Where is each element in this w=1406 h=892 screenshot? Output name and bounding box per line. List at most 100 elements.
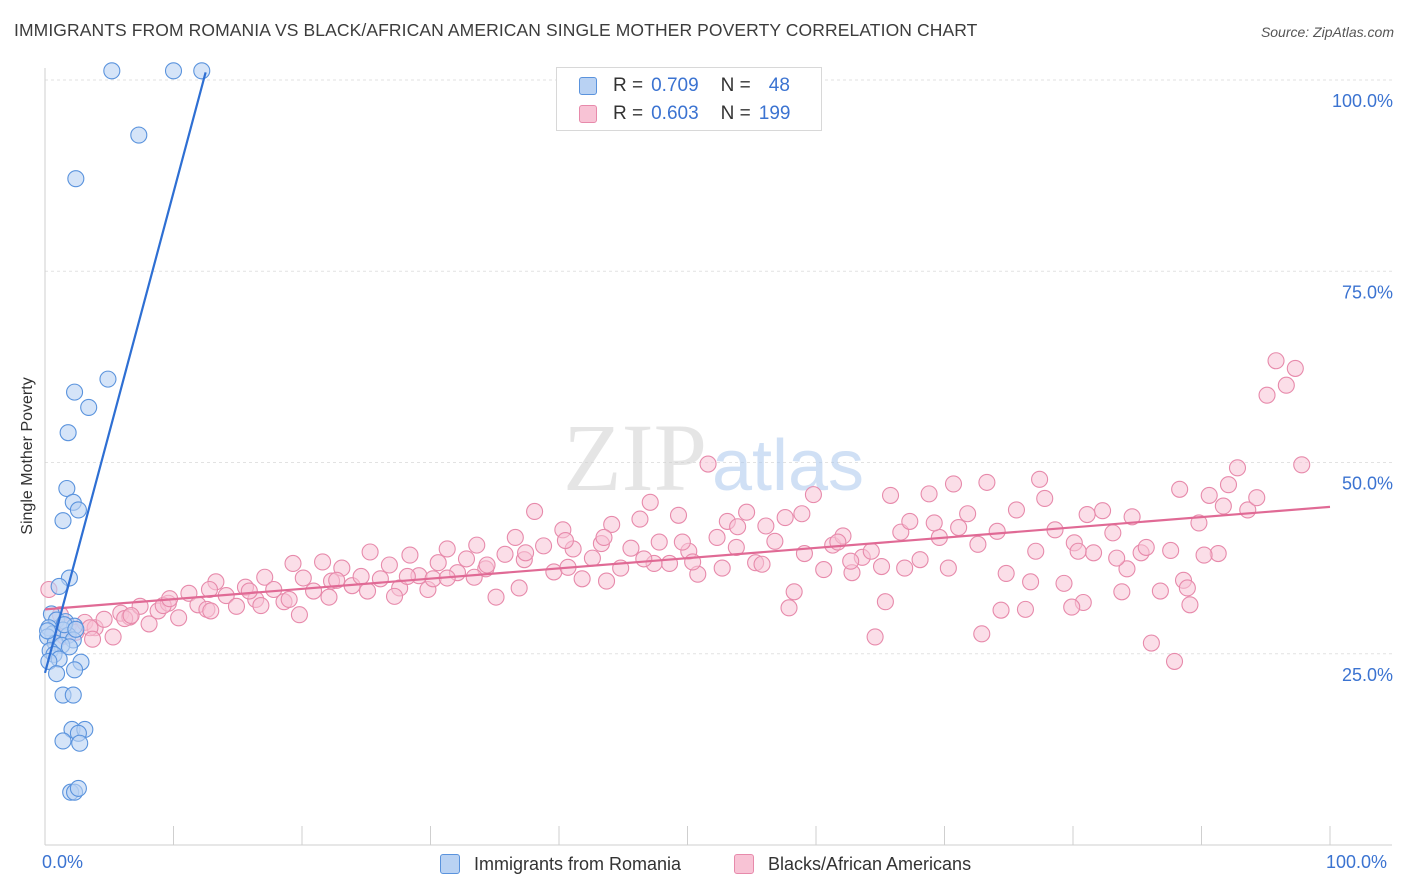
romania-swatch — [579, 77, 597, 95]
data-point-black — [969, 535, 987, 553]
data-point-black — [776, 509, 794, 527]
data-point-black — [1181, 596, 1199, 614]
trend-line-romania — [43, 72, 207, 674]
data-point-black — [872, 557, 891, 576]
watermark: ZIP atlas — [563, 404, 864, 511]
data-point-black — [815, 561, 833, 579]
data-point-black — [925, 514, 943, 532]
data-point-black — [1094, 502, 1112, 520]
r-label: R = — [613, 75, 644, 96]
data-point-black — [804, 486, 822, 504]
y-tick-label: 50.0% — [1342, 474, 1393, 494]
r-value: 0.709 — [651, 75, 699, 96]
data-point-black — [738, 503, 756, 521]
data-point-black — [780, 599, 798, 617]
data-point-black — [1108, 549, 1126, 567]
data-point-black — [140, 615, 158, 633]
data-point-black — [1248, 489, 1266, 507]
data-point-black — [305, 582, 323, 600]
data-point-black — [622, 539, 640, 557]
data-point-black — [1118, 560, 1136, 578]
data-point-black — [1113, 583, 1131, 601]
data-point-romania — [54, 732, 72, 750]
data-point-black — [1214, 497, 1232, 515]
data-point-black — [517, 544, 535, 562]
legend-item-romania[interactable]: Immigrants from Romania — [440, 852, 681, 876]
data-point-black — [713, 559, 731, 577]
n-value: 199 — [758, 103, 791, 124]
data-point-black — [1085, 544, 1103, 562]
n-label: N = — [720, 103, 751, 124]
data-point-black — [170, 609, 188, 627]
data-point-romania — [164, 62, 183, 80]
data-point-black — [328, 571, 346, 589]
data-point-black — [290, 606, 308, 624]
stats-legend-row-romania: R = 0.709 N = 48 — [579, 74, 790, 98]
data-point-black — [1219, 476, 1238, 494]
data-point-black — [669, 506, 688, 524]
romania-legend-swatch — [440, 854, 460, 874]
data-point-black — [556, 531, 574, 550]
data-point-black — [227, 597, 246, 615]
x-tick-label-max: 100.0% — [1326, 852, 1388, 872]
data-point-black — [881, 486, 900, 504]
data-point-black — [320, 588, 338, 606]
data-point-romania — [64, 686, 82, 704]
data-point-black — [380, 556, 398, 574]
data-point-black — [1078, 505, 1096, 524]
data-point-black — [429, 554, 447, 572]
data-point-black — [1007, 501, 1026, 519]
data-point-romania — [39, 622, 57, 640]
data-point-black — [1036, 489, 1054, 508]
data-point-black — [757, 517, 775, 535]
data-point-black — [1151, 582, 1169, 600]
data-point-black — [1258, 386, 1276, 404]
data-point-black — [314, 553, 332, 571]
data-point-black — [603, 515, 621, 534]
data-point-black — [284, 554, 302, 573]
data-point-romania — [48, 665, 66, 683]
data-point-black — [766, 532, 784, 550]
data-point-black — [978, 473, 996, 491]
data-point-romania — [60, 638, 78, 656]
x-tick-label-min: 0.0% — [42, 852, 84, 872]
data-point-black — [862, 542, 880, 560]
data-point-black — [901, 512, 919, 530]
data-point-black — [1016, 600, 1035, 618]
data-point-black — [992, 601, 1010, 619]
data-point-black — [252, 597, 270, 615]
chart-title: IMMIGRANTS FROM ROMANIA VS BLACK/AFRICAN… — [14, 20, 978, 40]
legend-item-black[interactable]: Blacks/African Americans — [734, 852, 971, 876]
data-point-black — [478, 556, 496, 574]
data-point-black — [398, 567, 416, 586]
data-point-black — [280, 590, 298, 608]
data-point-black — [641, 493, 659, 511]
data-point-black — [352, 567, 370, 586]
data-point-romania — [66, 383, 84, 401]
data-point-black — [631, 510, 649, 528]
data-point-black — [361, 543, 379, 561]
data-point-romania — [66, 661, 84, 679]
data-point-black — [793, 505, 811, 523]
data-point-romania — [58, 479, 76, 498]
data-point-black — [510, 579, 528, 597]
data-point-black — [401, 546, 419, 564]
data-point-black — [95, 610, 113, 628]
data-point-black — [256, 568, 274, 586]
gridlines — [45, 79, 1392, 655]
n-label: N = — [720, 75, 751, 96]
watermark-zip: ZIP — [563, 404, 707, 511]
data-point-black — [122, 606, 140, 625]
data-point-black — [1031, 470, 1049, 488]
data-point-black — [673, 533, 691, 551]
data-point-black — [1069, 542, 1087, 560]
legend-label-black: Blacks/African Americans — [768, 853, 972, 874]
data-point-romania — [80, 398, 98, 416]
data-point-romania — [69, 501, 87, 519]
trend-lines — [43, 72, 1331, 674]
data-point-black — [371, 570, 389, 588]
data-point-romania — [69, 779, 87, 797]
data-point-black — [866, 628, 884, 646]
data-point-black — [1178, 579, 1196, 597]
data-point-romania — [130, 126, 148, 144]
